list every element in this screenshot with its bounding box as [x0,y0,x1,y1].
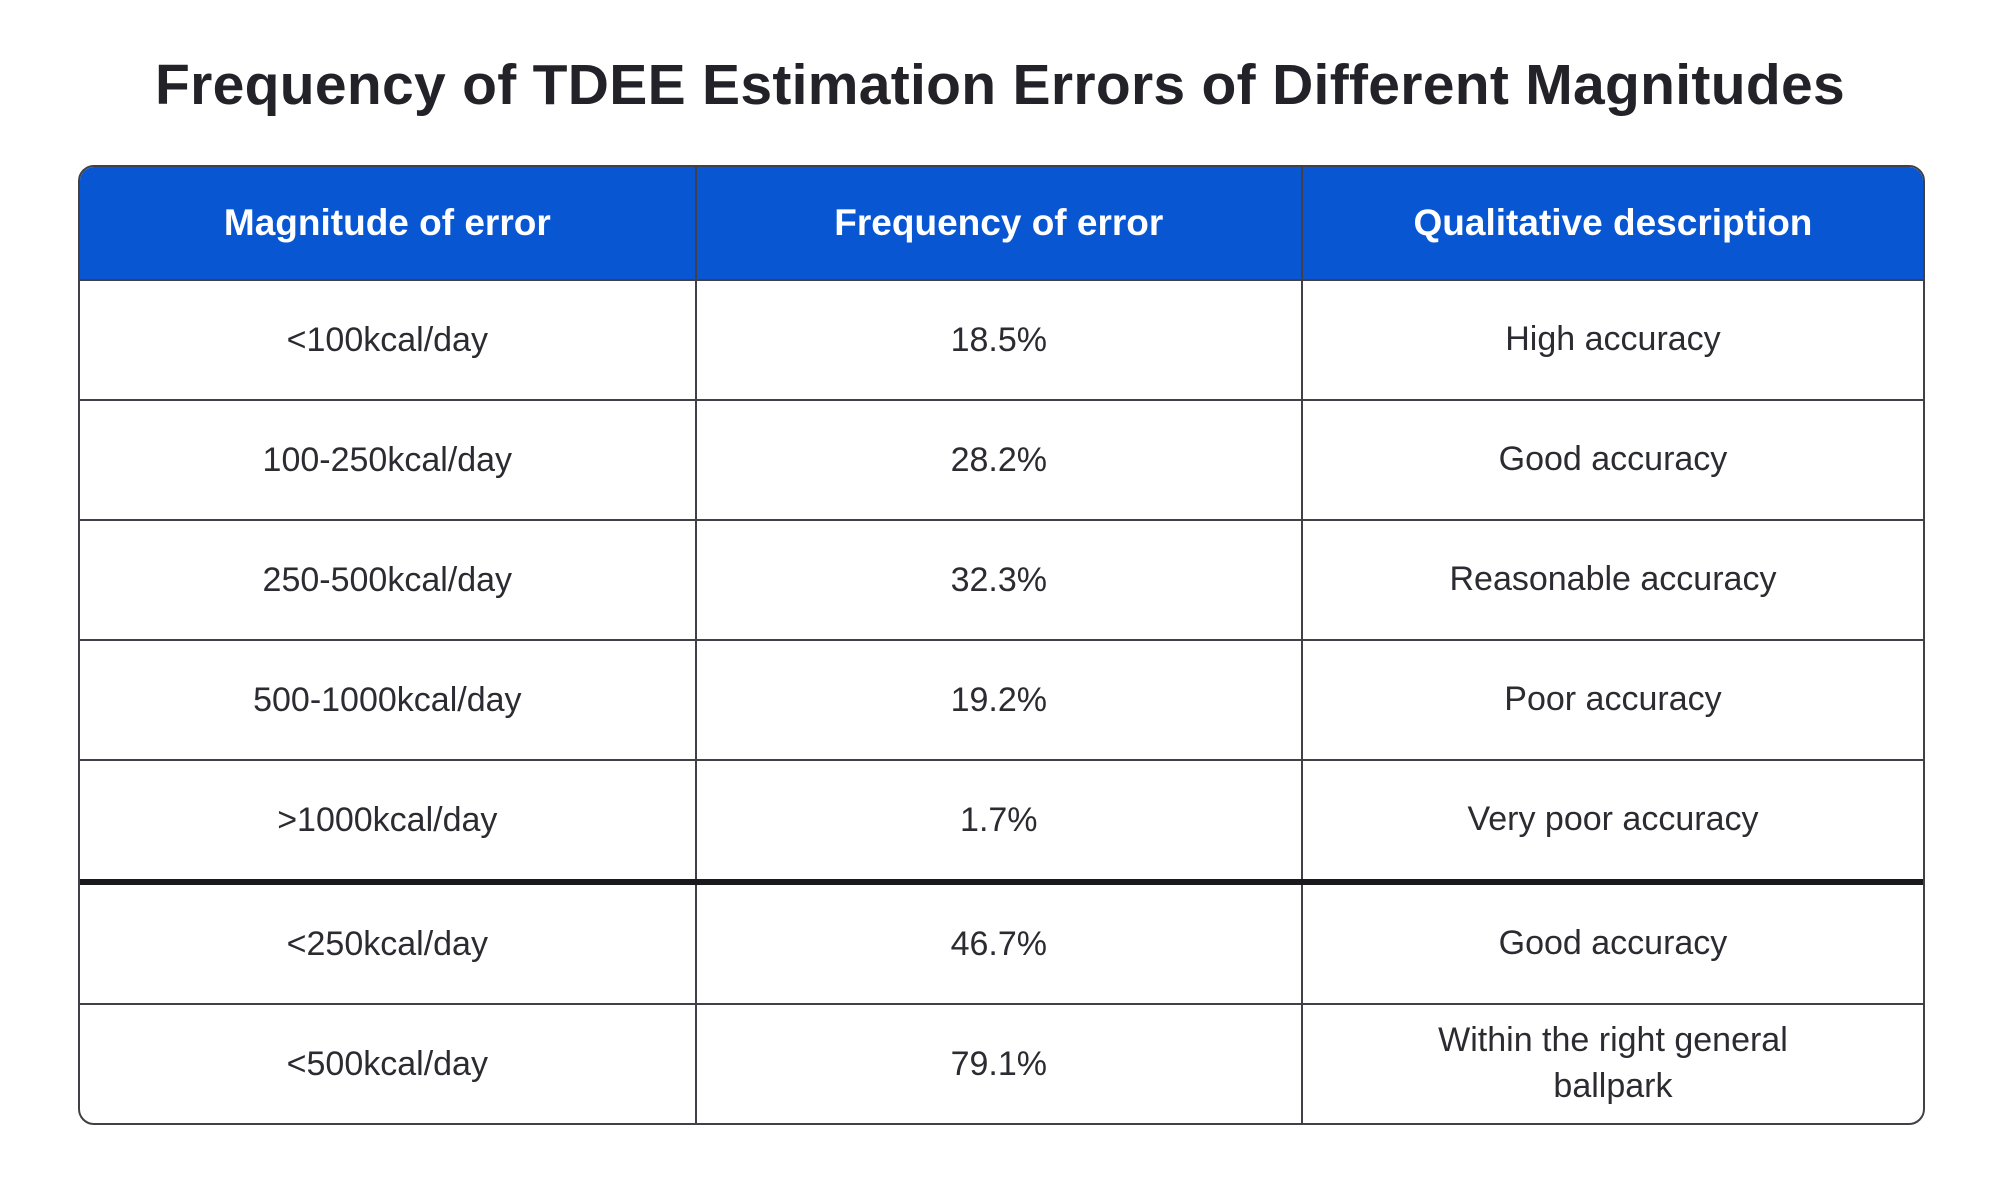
magnitude-column-header: Magnitude of error [223,202,551,243]
magnitude-cell: 100-250kcal/day [262,440,513,479]
frequency-column-header: Frequency of error [694,167,1301,279]
table-row: 250-500kcal/day 32.3% Reasonable accurac… [80,519,1923,639]
frequency-cell: 79.1% [694,1005,1301,1123]
table-row: <100kcal/day 18.5% High accuracy [80,279,1923,399]
table-row: >1000kcal/day 1.7% Very poor accuracy [80,759,1923,879]
description-cell: Very poor accuracy [1300,761,1923,879]
frequency-cell: 19.2% [694,641,1301,759]
magnitude-cell: <500kcal/day [286,1044,488,1083]
description-text: Very poor accuracy [1467,800,1759,839]
frequency-cell: 46.7% [694,885,1301,1003]
magnitude-cell: >1000kcal/day [277,800,498,839]
frequency-cell: 18.5% [694,281,1301,399]
table-row-cumulative: <250kcal/day 46.7% Good accuracy [80,879,1923,1003]
frequency-cell: 1.7% [694,761,1301,879]
description-cell: High accuracy [1300,281,1923,399]
description-cell: Poor accuracy [1300,641,1923,759]
magnitude-cell: 250-500kcal/day [262,560,513,599]
table-row-cumulative: <500kcal/day 79.1% Within the right gene… [80,1003,1923,1123]
magnitude-cell: <250kcal/day [286,924,488,963]
description-cell: Reasonable accuracy [1300,521,1923,639]
tdee-error-table: Magnitude of error Frequency of error Qu… [78,165,1925,1125]
description-text: Within the right general ballpark [1438,1021,1788,1105]
magnitude-cell: <100kcal/day [286,320,488,359]
description-text: Poor accuracy [1504,680,1722,719]
table-header-row: Magnitude of error Frequency of error Qu… [80,167,1923,279]
frequency-cell: 28.2% [694,401,1301,519]
description-text: Reasonable accuracy [1449,560,1777,599]
table-row: 100-250kcal/day 28.2% Good accuracy [80,399,1923,519]
description-cell: Good accuracy [1300,401,1923,519]
description-column-header: Qualitative description [1300,167,1923,279]
description-text: Good accuracy [1498,924,1728,963]
frequency-cell: 32.3% [694,521,1301,639]
description-cell: Within the right general ballpark [1300,1005,1923,1123]
description-text: High accuracy [1505,320,1721,359]
page-title: Frequency of TDEE Estimation Errors of D… [155,53,1845,117]
description-text: Good accuracy [1498,440,1728,479]
magnitude-cell: 500-1000kcal/day [253,680,522,719]
table-row: 500-1000kcal/day 19.2% Poor accuracy [80,639,1923,759]
description-cell: Good accuracy [1300,885,1923,1003]
